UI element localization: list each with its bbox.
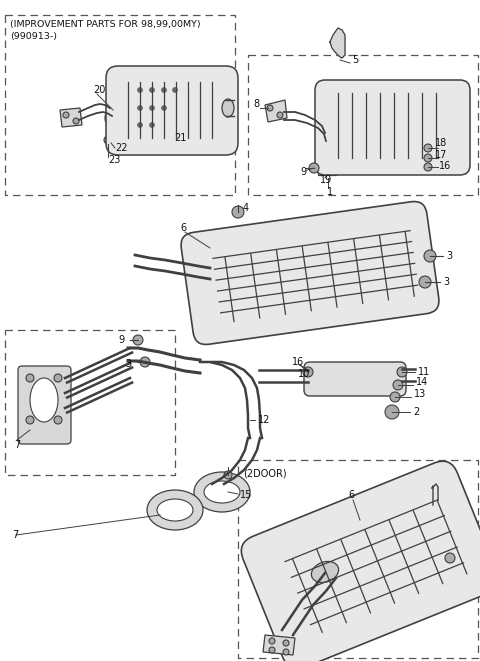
Ellipse shape — [54, 374, 62, 382]
Ellipse shape — [26, 374, 34, 382]
Bar — [238, 460, 478, 658]
Ellipse shape — [332, 36, 342, 48]
Ellipse shape — [194, 472, 250, 512]
Text: 10: 10 — [298, 369, 310, 379]
Text: 23: 23 — [108, 155, 120, 165]
Ellipse shape — [26, 416, 34, 424]
Ellipse shape — [277, 112, 283, 118]
Ellipse shape — [149, 87, 155, 93]
Ellipse shape — [424, 163, 432, 171]
Text: (2DOOR): (2DOOR) — [243, 468, 287, 478]
Ellipse shape — [390, 392, 400, 402]
FancyBboxPatch shape — [304, 362, 406, 396]
Ellipse shape — [397, 367, 407, 377]
Text: 22: 22 — [115, 143, 128, 153]
Ellipse shape — [424, 250, 436, 262]
Ellipse shape — [303, 367, 313, 377]
Text: 19: 19 — [320, 175, 332, 185]
Text: 7: 7 — [12, 530, 18, 540]
Ellipse shape — [320, 160, 326, 166]
Ellipse shape — [172, 87, 178, 93]
Ellipse shape — [309, 163, 319, 173]
Ellipse shape — [419, 276, 431, 288]
Ellipse shape — [73, 118, 79, 124]
Text: 16: 16 — [292, 357, 304, 367]
Ellipse shape — [204, 481, 240, 503]
Ellipse shape — [283, 640, 289, 646]
Text: 4: 4 — [243, 203, 249, 213]
Ellipse shape — [283, 649, 289, 655]
FancyBboxPatch shape — [181, 202, 439, 344]
Ellipse shape — [269, 638, 275, 644]
Ellipse shape — [105, 108, 121, 128]
Text: 11: 11 — [418, 367, 430, 377]
Text: 21: 21 — [174, 133, 186, 143]
Ellipse shape — [312, 561, 338, 582]
Text: 3: 3 — [443, 277, 449, 287]
Bar — [5, 330, 175, 475]
Ellipse shape — [147, 490, 203, 530]
Text: 8: 8 — [253, 99, 259, 109]
Ellipse shape — [149, 106, 155, 110]
Ellipse shape — [104, 136, 112, 144]
Text: 16: 16 — [439, 161, 451, 171]
Ellipse shape — [424, 154, 432, 162]
Text: 20: 20 — [93, 85, 106, 95]
Bar — [5, 15, 235, 195]
Ellipse shape — [54, 416, 62, 424]
Ellipse shape — [222, 99, 234, 117]
Text: 14: 14 — [416, 377, 428, 387]
FancyBboxPatch shape — [315, 80, 470, 175]
Ellipse shape — [320, 167, 326, 173]
Ellipse shape — [316, 126, 334, 148]
Text: 3: 3 — [446, 251, 452, 261]
Ellipse shape — [161, 106, 167, 110]
Text: 18: 18 — [435, 138, 447, 148]
Ellipse shape — [161, 87, 167, 93]
Ellipse shape — [393, 380, 403, 390]
Ellipse shape — [63, 112, 69, 118]
Polygon shape — [265, 100, 287, 122]
Ellipse shape — [157, 499, 193, 521]
Text: 13: 13 — [414, 389, 426, 399]
Ellipse shape — [149, 122, 155, 128]
Ellipse shape — [133, 335, 143, 345]
Text: (IMPROVEMENT PARTS FOR 98,99,00MY): (IMPROVEMENT PARTS FOR 98,99,00MY) — [10, 20, 201, 29]
Ellipse shape — [424, 144, 432, 152]
Polygon shape — [60, 108, 82, 127]
Ellipse shape — [137, 87, 143, 93]
Ellipse shape — [328, 160, 334, 166]
Ellipse shape — [224, 471, 232, 479]
Text: (990913-): (990913-) — [10, 32, 57, 41]
Text: 9: 9 — [118, 335, 124, 345]
Text: 17: 17 — [435, 150, 447, 160]
FancyBboxPatch shape — [18, 366, 71, 444]
Ellipse shape — [30, 378, 58, 422]
Text: 15: 15 — [240, 490, 252, 500]
FancyBboxPatch shape — [241, 461, 480, 661]
Text: 12: 12 — [258, 415, 270, 425]
Text: 5: 5 — [352, 55, 358, 65]
Ellipse shape — [137, 106, 143, 110]
Ellipse shape — [140, 357, 150, 367]
Ellipse shape — [445, 553, 455, 563]
Ellipse shape — [267, 105, 273, 111]
Polygon shape — [318, 158, 336, 175]
Polygon shape — [263, 635, 295, 655]
Bar — [248, 55, 478, 195]
Ellipse shape — [269, 647, 275, 653]
Ellipse shape — [137, 122, 143, 128]
Ellipse shape — [232, 206, 244, 218]
Ellipse shape — [385, 405, 399, 419]
Text: 6: 6 — [348, 490, 354, 500]
Text: 1: 1 — [327, 187, 333, 197]
Text: 2: 2 — [413, 407, 419, 417]
Text: 3: 3 — [125, 359, 131, 369]
Text: 9: 9 — [300, 167, 306, 177]
Ellipse shape — [328, 167, 334, 173]
FancyBboxPatch shape — [106, 66, 238, 155]
Text: 7: 7 — [14, 440, 20, 450]
Polygon shape — [330, 28, 345, 58]
Text: 6: 6 — [180, 223, 186, 233]
